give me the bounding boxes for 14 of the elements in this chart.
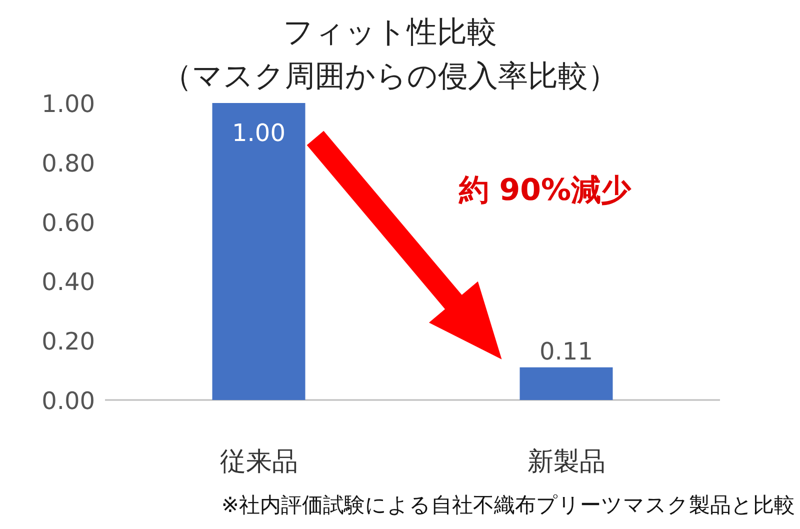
x-tick-label: 新製品 <box>527 447 606 477</box>
y-tick-label: 0.60 <box>42 208 95 237</box>
text: ※社内評価試験による自社不織布プリーツマスク製品と比較 <box>221 493 795 517</box>
y-tick-label: 1.00 <box>42 90 95 118</box>
y-tick-label: 0.00 <box>42 387 95 415</box>
chart-title: フィット性比較 <box>283 15 497 50</box>
chart-subtitle: （マスク周囲からの侵入率比較） <box>162 59 618 94</box>
x-tick-label: 従来品 <box>220 447 298 477</box>
data-label: 1.00 <box>232 119 286 147</box>
y-tick-label: 0.20 <box>42 328 95 356</box>
annotation: 約 90%減少 <box>458 173 632 208</box>
y-tick-label: 0.40 <box>42 268 95 296</box>
data-label: 0.11 <box>540 337 593 366</box>
y-tick-label: 0.80 <box>42 149 95 178</box>
